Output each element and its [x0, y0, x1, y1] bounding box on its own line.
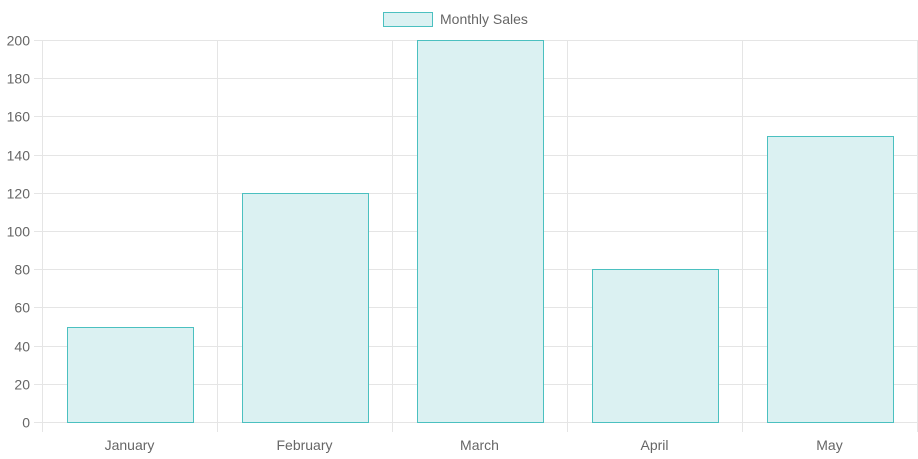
bars — [67, 40, 894, 423]
bar-march[interactable] — [417, 40, 544, 423]
x-tick-label: February — [276, 437, 332, 453]
bar-february[interactable] — [242, 193, 369, 423]
x-tick-label: May — [816, 437, 842, 453]
y-tick-label: 40 — [14, 339, 30, 355]
x-tick-label: January — [105, 437, 155, 453]
bar-january[interactable] — [67, 327, 194, 423]
y-axis: 0 20 40 60 80 100 120 140 160 180 200 — [7, 33, 31, 431]
y-tick-label: 140 — [7, 148, 31, 164]
y-tick-label: 0 — [22, 415, 30, 431]
legend[interactable]: Monthly Sales — [383, 11, 528, 27]
legend-label[interactable]: Monthly Sales — [440, 11, 528, 27]
x-axis: January February March April May — [105, 437, 843, 453]
y-tick-label: 20 — [14, 377, 30, 393]
legend-swatch[interactable] — [383, 12, 433, 27]
x-tick-label: April — [640, 437, 668, 453]
y-tick-label: 180 — [7, 71, 31, 87]
y-tick-label: 120 — [7, 186, 31, 202]
x-tick-label: March — [460, 437, 499, 453]
y-tick-label: 60 — [14, 300, 30, 316]
bar-may[interactable] — [767, 136, 894, 423]
y-tick-label: 160 — [7, 109, 31, 125]
bar-april[interactable] — [592, 269, 719, 423]
y-tick-label: 80 — [14, 262, 30, 278]
y-tick-label: 200 — [7, 33, 31, 49]
y-tick-label: 100 — [7, 224, 31, 240]
